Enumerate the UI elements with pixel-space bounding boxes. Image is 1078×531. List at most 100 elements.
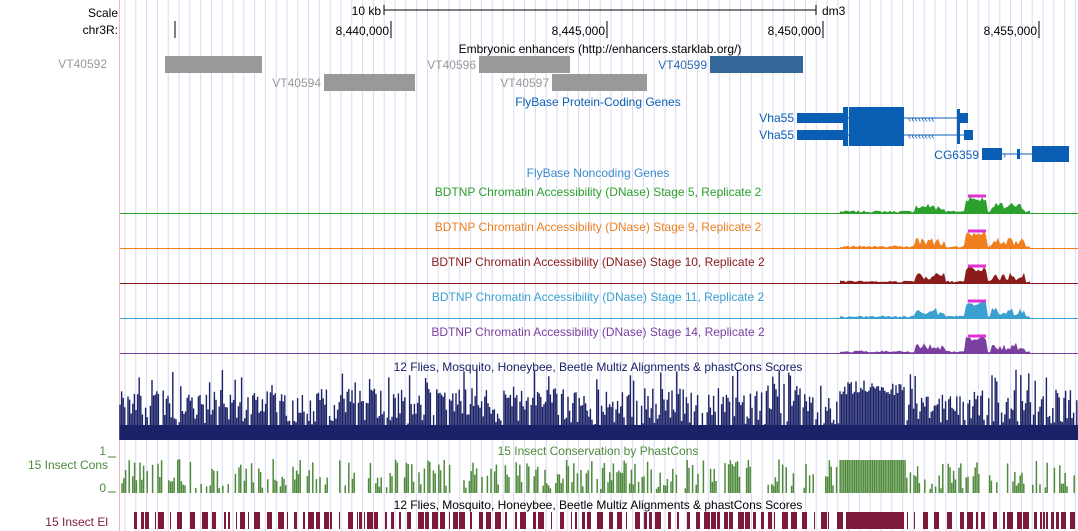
conserved-element[interactable]: [505, 512, 507, 529]
conserved-element[interactable]: [597, 512, 603, 529]
conserved-element[interactable]: [303, 512, 305, 529]
conserved-element[interactable]: [617, 512, 622, 529]
conserved-element[interactable]: [145, 512, 149, 529]
conserved-element[interactable]: [339, 512, 340, 529]
multiz-signal[interactable]: [119, 368, 1078, 440]
gene-label[interactable]: CG6359: [934, 148, 979, 162]
conserved-element[interactable]: [745, 512, 750, 529]
conserved-element[interactable]: [158, 512, 164, 529]
conserved-element[interactable]: [459, 512, 465, 529]
elements-track-label[interactable]: 15 Insect El: [45, 515, 108, 529]
enhancer-feature[interactable]: [324, 74, 415, 91]
conserved-element[interactable]: [791, 512, 797, 529]
conserved-element[interactable]: [551, 512, 552, 529]
conserved-element[interactable]: [768, 512, 772, 529]
dnase-track[interactable]: BDTNP Chromatin Accessibility (DNase) St…: [120, 185, 1078, 214]
conserved-element[interactable]: [141, 512, 144, 529]
conserved-element[interactable]: [960, 512, 964, 529]
conserved-element[interactable]: [993, 512, 997, 529]
conserved-element[interactable]: [1043, 512, 1045, 529]
phastcons-signal[interactable]: [121, 459, 1075, 493]
conserved-element[interactable]: [440, 512, 445, 529]
enhancer-feature[interactable]: [710, 56, 803, 73]
conserved-element[interactable]: [364, 512, 365, 529]
conserved-element[interactable]: [432, 512, 438, 529]
conserved-element[interactable]: [278, 512, 284, 529]
conserved-element[interactable]: [308, 512, 314, 529]
conserved-element[interactable]: [202, 512, 208, 529]
dnase-track[interactable]: BDTNP Chromatin Accessibility (DNase) St…: [120, 220, 1078, 249]
conserved-elements[interactable]: [134, 512, 1075, 529]
conserved-element[interactable]: [711, 512, 716, 529]
conserved-element[interactable]: [668, 512, 671, 529]
gene-model[interactable]: ›: [982, 146, 1069, 162]
conserved-element[interactable]: [717, 512, 720, 529]
conserved-element[interactable]: [981, 512, 985, 529]
conserved-element[interactable]: [1007, 512, 1013, 529]
conserved-element[interactable]: [635, 512, 640, 529]
conserved-element[interactable]: [677, 512, 679, 529]
conserved-element[interactable]: [846, 512, 904, 529]
conserved-element[interactable]: [782, 512, 788, 529]
conserved-element[interactable]: [515, 512, 517, 529]
enhancer-feature[interactable]: [479, 56, 570, 73]
conserved-element[interactable]: [470, 512, 472, 529]
conserved-element[interactable]: [1046, 512, 1048, 529]
conserved-element[interactable]: [649, 512, 652, 529]
conserved-element[interactable]: [453, 512, 458, 529]
conserved-element[interactable]: [425, 512, 429, 529]
conserved-element[interactable]: [287, 512, 288, 529]
base-position-ruler[interactable]: 10 kb dm3 8,440,000 8,445,000 8,450,000 …: [174, 4, 1040, 38]
conserved-element[interactable]: [254, 512, 260, 529]
conserved-element[interactable]: [486, 512, 491, 529]
conserved-element[interactable]: [828, 512, 829, 529]
conserved-element[interactable]: [170, 512, 171, 529]
conserved-element[interactable]: [418, 512, 424, 529]
conserved-element[interactable]: [923, 512, 928, 529]
conserved-element[interactable]: [330, 512, 332, 529]
dnase-track[interactable]: BDTNP Chromatin Accessibility (DNase) St…: [120, 325, 1078, 354]
conserved-element[interactable]: [538, 512, 544, 529]
conserved-element[interactable]: [582, 512, 585, 529]
conserved-element[interactable]: [359, 512, 362, 529]
conserved-element[interactable]: [687, 512, 690, 529]
conserved-element[interactable]: [626, 512, 627, 529]
conserved-element[interactable]: [294, 512, 297, 529]
conserved-element[interactable]: [774, 512, 775, 529]
conserved-element[interactable]: [947, 512, 952, 529]
conserved-element[interactable]: [609, 512, 613, 529]
conserved-element[interactable]: [729, 512, 733, 529]
conserved-element[interactable]: [934, 512, 939, 529]
conserved-element[interactable]: [1040, 512, 1042, 529]
conserved-element[interactable]: [644, 512, 647, 529]
conserved-element[interactable]: [837, 512, 843, 529]
conserved-element[interactable]: [655, 512, 661, 529]
gene-label[interactable]: Vha55: [759, 111, 794, 125]
dnase-track[interactable]: BDTNP Chromatin Accessibility (DNase) St…: [120, 290, 1078, 319]
conserved-element[interactable]: [134, 512, 137, 529]
conserved-element[interactable]: [495, 512, 501, 529]
conserved-element[interactable]: [907, 512, 908, 529]
enhancer-item-label[interactable]: VT40592: [58, 57, 107, 71]
enhancer-feature[interactable]: [552, 74, 647, 91]
conserved-element[interactable]: [914, 512, 915, 529]
conserved-element[interactable]: [228, 512, 230, 529]
conserved-element[interactable]: [753, 512, 756, 529]
conserved-element[interactable]: [190, 512, 195, 529]
conserved-element[interactable]: [407, 512, 411, 529]
conserved-element[interactable]: [1003, 512, 1005, 529]
conserved-element[interactable]: [316, 512, 320, 529]
conserved-element[interactable]: [391, 512, 394, 529]
enhancers-track[interactable]: Embryonic enhancers (http://enhancers.st…: [165, 42, 803, 91]
dnase-track[interactable]: BDTNP Chromatin Accessibility (DNase) St…: [120, 255, 1078, 284]
conserved-element[interactable]: [385, 512, 387, 529]
conserved-element[interactable]: [967, 512, 973, 529]
conserved-element[interactable]: [560, 512, 564, 529]
conserved-element[interactable]: [704, 512, 710, 529]
conserved-element[interactable]: [267, 512, 272, 529]
conserved-element[interactable]: [479, 512, 483, 529]
conserved-element[interactable]: [587, 512, 591, 529]
enhancer-item-label[interactable]: VT40594: [272, 76, 321, 90]
conserved-element[interactable]: [357, 512, 358, 529]
conserved-element[interactable]: [177, 512, 182, 529]
